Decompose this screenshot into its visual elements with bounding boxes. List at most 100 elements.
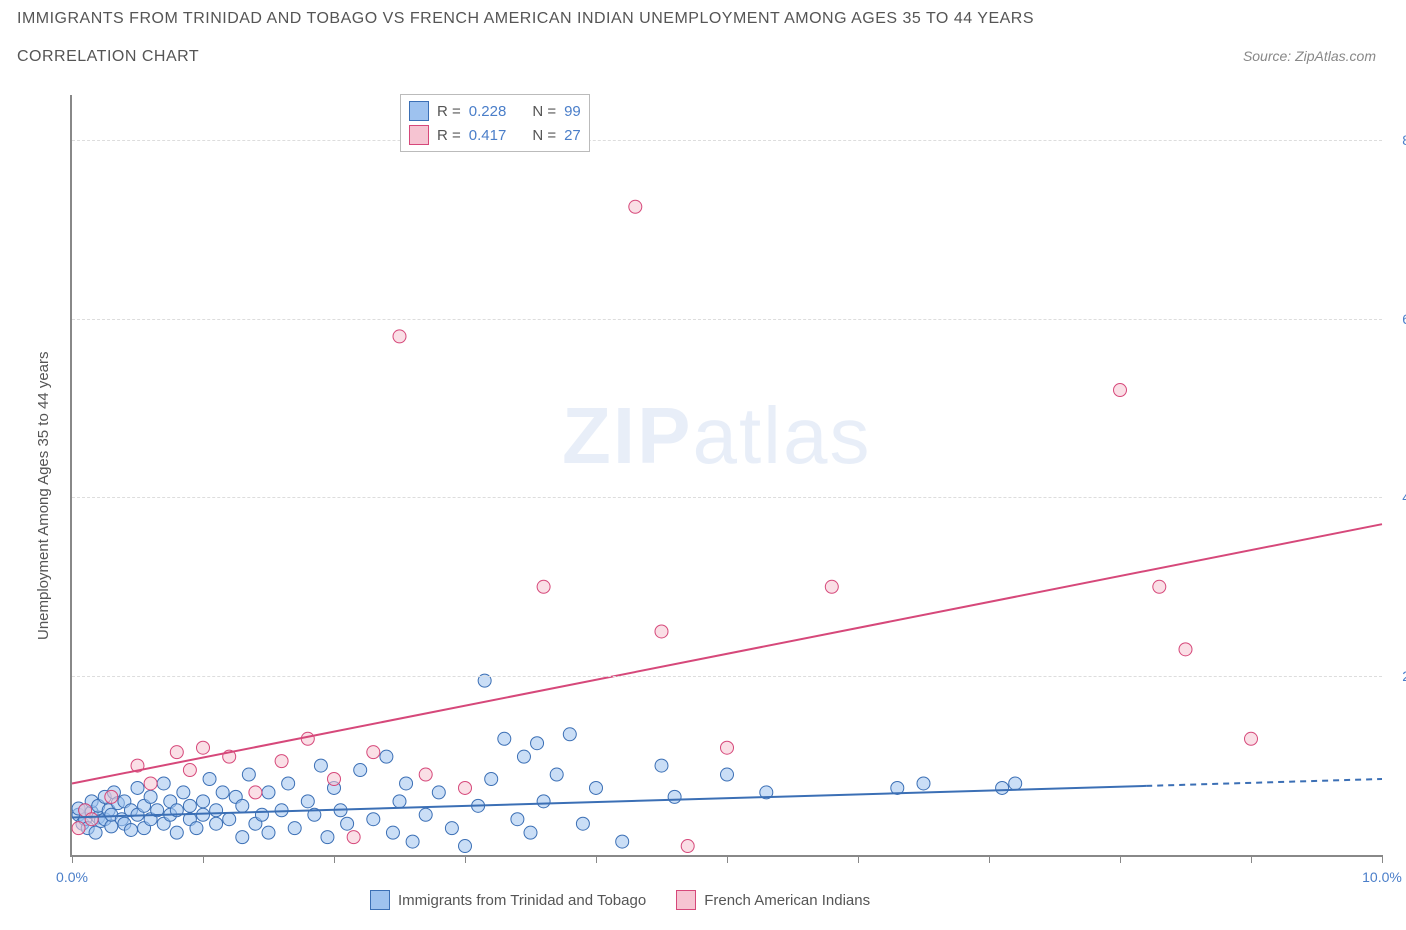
scatter-point [917, 777, 930, 790]
chart-title-line2: CORRELATION CHART [17, 48, 199, 66]
x-tick [1251, 855, 1252, 863]
scatter-point [341, 817, 354, 830]
scatter-point [170, 746, 183, 759]
scatter-point [655, 625, 668, 638]
scatter-point [89, 826, 102, 839]
x-tick [989, 855, 990, 863]
series-legend-item: French American Indians [676, 890, 870, 910]
legend-swatch [409, 125, 429, 145]
scatter-point [400, 777, 413, 790]
scatter-point [255, 808, 268, 821]
r-label: R = [437, 103, 461, 120]
x-tick [1382, 855, 1383, 863]
scatter-point [1179, 643, 1192, 656]
scatter-point [590, 781, 603, 794]
legend-swatch [409, 101, 429, 121]
stats-legend-row: R = 0.417 N = 27 [409, 123, 581, 147]
scatter-point [314, 759, 327, 772]
scatter-point [347, 831, 360, 844]
n-label: N = [532, 127, 556, 144]
scatter-point [576, 817, 589, 830]
scatter-point [550, 768, 563, 781]
scatter-point [485, 773, 498, 786]
scatter-point [197, 808, 210, 821]
y-gridline [72, 676, 1382, 677]
scatter-point [301, 732, 314, 745]
scatter-point [419, 768, 432, 781]
legend-swatch [676, 890, 696, 910]
scatter-point [85, 813, 98, 826]
scatter-point [498, 732, 511, 745]
scatter-point [288, 822, 301, 835]
y-tick-label: 20.0% [1402, 668, 1406, 684]
scatter-point [236, 831, 249, 844]
scatter-point [210, 817, 223, 830]
r-label: R = [437, 127, 461, 144]
scatter-point [210, 804, 223, 817]
chart-svg [72, 95, 1382, 855]
scatter-point [537, 795, 550, 808]
scatter-point [655, 759, 668, 772]
y-tick-label: 60.0% [1402, 311, 1406, 327]
x-tick [465, 855, 466, 863]
scatter-point [321, 831, 334, 844]
scatter-point [275, 755, 288, 768]
scatter-point [524, 826, 537, 839]
x-tick [203, 855, 204, 863]
scatter-point [1009, 777, 1022, 790]
x-tick [858, 855, 859, 863]
scatter-point [190, 822, 203, 835]
scatter-point [216, 786, 229, 799]
scatter-point [183, 764, 196, 777]
scatter-point [419, 808, 432, 821]
y-tick-label: 80.0% [1402, 132, 1406, 148]
scatter-point [197, 795, 210, 808]
scatter-point [1114, 384, 1127, 397]
r-value: 0.417 [469, 127, 507, 144]
scatter-point [177, 786, 190, 799]
scatter-point [721, 768, 734, 781]
scatter-point [406, 835, 419, 848]
y-gridline [72, 140, 1382, 141]
scatter-point [328, 773, 341, 786]
x-tick [596, 855, 597, 863]
scatter-point [249, 786, 262, 799]
y-gridline [72, 497, 1382, 498]
legend-swatch [370, 890, 390, 910]
source-attribution: Source: ZipAtlas.com [1243, 48, 1376, 64]
scatter-point [197, 741, 210, 754]
x-tick [72, 855, 73, 863]
series-legend-item: Immigrants from Trinidad and Tobago [370, 890, 646, 910]
r-value: 0.228 [469, 103, 507, 120]
scatter-point [183, 799, 196, 812]
scatter-point [386, 826, 399, 839]
n-label: N = [532, 103, 556, 120]
scatter-point [825, 580, 838, 593]
scatter-point [445, 822, 458, 835]
scatter-point [629, 200, 642, 213]
y-axis-title: Unemployment Among Ages 35 to 44 years [35, 351, 52, 640]
series-legend: Immigrants from Trinidad and Tobago Frenc… [370, 890, 870, 910]
scatter-point [354, 764, 367, 777]
scatter-point [144, 790, 157, 803]
scatter-point [393, 330, 406, 343]
y-gridline [72, 319, 1382, 320]
scatter-point [72, 822, 85, 835]
scatter-point [616, 835, 629, 848]
y-tick-label: 40.0% [1402, 489, 1406, 505]
scatter-point [157, 777, 170, 790]
scatter-point [517, 750, 530, 763]
x-tick-label: 10.0% [1362, 869, 1402, 885]
scatter-point [236, 799, 249, 812]
n-value: 99 [564, 103, 581, 120]
n-value: 27 [564, 127, 581, 144]
scatter-point [262, 786, 275, 799]
scatter-point [721, 741, 734, 754]
series-legend-label: French American Indians [704, 892, 870, 909]
x-tick [334, 855, 335, 863]
scatter-point [1245, 732, 1258, 745]
scatter-point [105, 790, 118, 803]
trend-line-extrapolated [1146, 779, 1382, 786]
scatter-point [511, 813, 524, 826]
series-legend-label: Immigrants from Trinidad and Tobago [398, 892, 646, 909]
